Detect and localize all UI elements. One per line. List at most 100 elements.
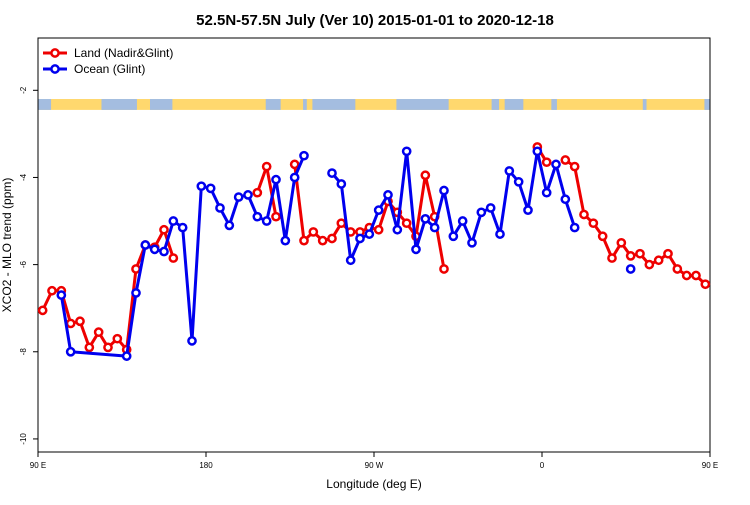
band-ocean — [551, 99, 557, 110]
y-axis-label: XCO2 - MLO trend (ppm) — [0, 178, 14, 313]
data-point — [625, 264, 636, 274]
data-point — [625, 251, 636, 261]
data-point — [523, 205, 533, 215]
data-point — [392, 224, 403, 235]
data-point — [569, 222, 580, 233]
data-point — [551, 159, 561, 170]
data-point — [579, 209, 589, 220]
data-point — [476, 207, 487, 218]
y-tick-label: -4 — [19, 173, 28, 181]
band-ocean — [303, 99, 307, 110]
data-point — [327, 233, 337, 244]
data-point — [588, 218, 599, 229]
data-point — [308, 227, 319, 237]
band-ocean — [396, 99, 449, 110]
data-point — [112, 333, 123, 344]
legend: Land (Nadir&Glint) Ocean (Glint) — [43, 46, 173, 76]
data-point — [681, 270, 692, 281]
data-point — [252, 211, 263, 222]
data-point — [84, 342, 95, 353]
data-point — [411, 244, 421, 255]
data-point — [644, 259, 655, 270]
x-tick-label: 90 W — [365, 461, 384, 470]
x-tick-label: 180 — [199, 461, 213, 470]
series-line — [330, 149, 577, 262]
band-ocean — [265, 99, 281, 110]
series-line — [59, 155, 306, 358]
data-point — [205, 183, 216, 194]
data-point — [56, 290, 67, 300]
data-point — [121, 351, 132, 361]
data-point — [560, 194, 571, 205]
legend-label: Ocean (Glint) — [74, 62, 145, 76]
data-point — [541, 187, 552, 198]
data-point — [299, 235, 309, 246]
data-point — [653, 255, 664, 266]
data-point — [159, 246, 169, 257]
chart-title: 52.5N-57.5N July (Ver 10) 2015-01-01 to … — [196, 12, 554, 29]
band-land — [38, 99, 710, 110]
data-point — [429, 222, 440, 233]
data-point — [140, 240, 151, 250]
data-point — [560, 155, 571, 165]
data-point — [355, 233, 365, 244]
data-point — [597, 231, 608, 242]
data-point — [504, 166, 515, 176]
data-point — [233, 192, 244, 202]
data-point — [196, 181, 207, 192]
data-point — [401, 218, 412, 229]
data-point — [485, 203, 496, 213]
data-point — [700, 279, 711, 290]
band-ocean — [38, 99, 52, 110]
data-point — [672, 264, 683, 274]
data-point — [439, 185, 449, 196]
data-point — [224, 220, 235, 231]
data-point — [215, 203, 225, 213]
y-tick-label: -10 — [19, 433, 28, 445]
data-point — [47, 285, 57, 296]
data-point — [635, 248, 645, 259]
data-point — [373, 224, 384, 235]
data-point — [168, 253, 179, 263]
data-point — [383, 190, 393, 200]
series-land — [37, 142, 711, 355]
data-point — [373, 205, 384, 215]
band-ocean — [101, 99, 137, 110]
data-point — [532, 146, 543, 157]
band-ocean — [704, 99, 710, 110]
data-point — [345, 255, 356, 266]
data-point — [691, 270, 701, 281]
data-point — [513, 176, 524, 187]
data-point — [607, 253, 617, 263]
band-ocean — [504, 99, 524, 110]
data-point — [336, 218, 347, 229]
data-point — [261, 216, 272, 226]
data-point — [168, 216, 179, 226]
legend-marker — [50, 64, 60, 74]
data-point — [439, 264, 449, 274]
data-point — [103, 342, 113, 353]
band-ocean — [491, 99, 500, 110]
data-point — [289, 172, 300, 183]
data-point — [271, 174, 281, 185]
data-point — [75, 316, 85, 327]
data-point — [364, 229, 375, 239]
x-tick-label: 90 E — [702, 461, 718, 470]
data-point — [149, 244, 160, 255]
data-point — [420, 214, 431, 224]
data-point — [252, 187, 263, 198]
series-layer — [37, 142, 711, 361]
series-line — [564, 158, 707, 286]
data-point — [569, 161, 580, 172]
x-tick-label: 0 — [540, 461, 545, 470]
data-point — [457, 216, 468, 226]
data-point — [65, 346, 76, 357]
data-point — [131, 264, 141, 274]
data-point — [131, 288, 141, 298]
y-axis: -2 -4 -6 -8 -10 — [19, 86, 38, 445]
band-ocean — [642, 99, 647, 110]
data-point — [280, 235, 291, 246]
data-point — [495, 229, 505, 239]
